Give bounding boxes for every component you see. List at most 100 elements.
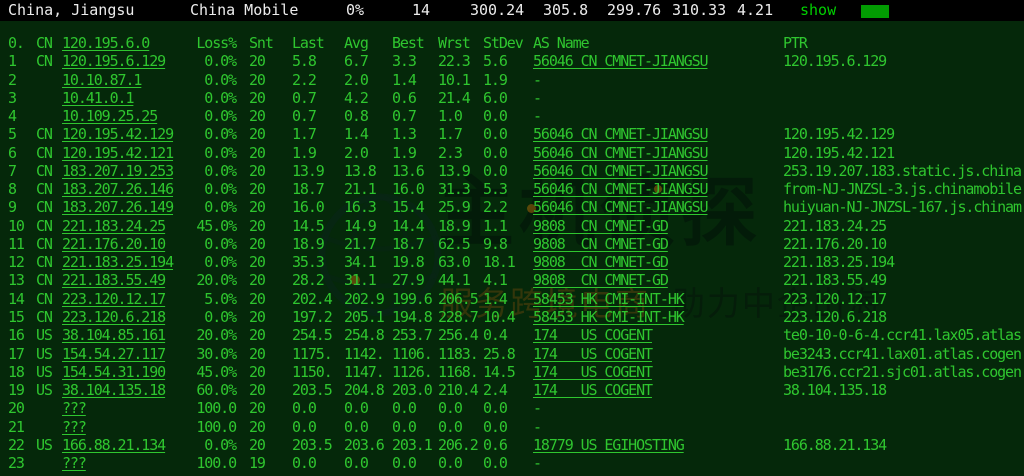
table-row: 15 CN 223.120.6.218 0.0% 20 197.2 205.1 194.8 22… <box>0 308 1024 326</box>
cell-hop: 10 <box>8 216 25 235</box>
cell-hop: 19 <box>8 381 25 400</box>
cell-wrst: 0.0 <box>438 417 463 436</box>
cell-last: 1.7 <box>292 125 317 144</box>
cell-hop: 9 <box>8 198 17 217</box>
show-link[interactable]: show <box>800 1 837 19</box>
cell-as_name: - <box>533 107 542 126</box>
table-row: 16 US 38.104.85.161 20.0% 20 254.5 254.8 253.7 2… <box>0 326 1024 344</box>
loss-percent: 0% <box>346 1 365 19</box>
cell-loss: 0.0% <box>204 435 237 454</box>
cell-loss: 0.0% <box>204 198 237 217</box>
cell-last: 0.7 <box>292 107 317 126</box>
cell-wrst: 2.3 <box>438 143 463 162</box>
cell-cc: US <box>36 326 53 345</box>
cell-loss: 60.0% <box>196 381 237 400</box>
cell-snt: 20 <box>249 216 266 235</box>
cell-as_name: 56046 CN CMNET-JIANGSU <box>533 125 709 144</box>
cell-last: 18.9 <box>292 234 325 253</box>
cell-stdev: 6.0 <box>483 88 508 107</box>
cell-snt: 20 <box>249 253 266 272</box>
cell-ip: 10.109.25.25 <box>62 107 158 126</box>
cell-avg: 14.9 <box>344 216 377 235</box>
cell-avg: 6.7 <box>344 52 369 71</box>
cell-best: 0.6 <box>392 88 417 107</box>
cell-ip: 166.88.21.134 <box>62 435 166 454</box>
stat-last: 300.24 <box>470 1 525 19</box>
cell-as_name: 56046 CN CMNET-JIANGSU <box>533 52 709 71</box>
cell-loss: Loss% <box>196 34 237 52</box>
cell-avg: 34.1 <box>344 253 377 272</box>
cell-ip: 120.195.6.0 <box>62 34 150 52</box>
cell-hop: 16 <box>8 326 25 345</box>
cell-snt: 20 <box>249 381 266 400</box>
table-row: 5 CN 120.195.42.129 0.0% 20 1.7 1.4 1.3 1.7 0.0 56… <box>0 125 1024 143</box>
cell-as_name: 58453 HK CMI-INT-HK <box>533 289 685 308</box>
cell-cc: CN <box>36 34 53 52</box>
cell-best: 194.8 <box>392 307 433 326</box>
cell-wrst: 13.9 <box>438 161 471 180</box>
cell-loss: 100.0 <box>196 399 237 418</box>
cell-snt: 20 <box>249 88 266 107</box>
cell-hop: 5 <box>8 125 17 144</box>
cell-best: 1126. <box>392 362 433 381</box>
cell-loss: 0.0% <box>204 253 237 272</box>
cell-avg: 0.0 <box>344 454 369 473</box>
table-row: 3 10.41.0.1 0.0% 20 0.7 4.2 0.6 21.4 6.0 - <box>0 89 1024 107</box>
cell-ptr: 223.120.12.17 <box>783 289 887 308</box>
cell-loss: 100.0 <box>196 417 237 436</box>
cell-loss: 0.0% <box>204 180 237 199</box>
cell-snt: 20 <box>249 399 266 418</box>
hop-table: 0. CN 120.195.6.0 Loss% Snt Last Avg Best Wrst St… <box>0 34 1024 472</box>
cell-snt: 19 <box>249 454 266 473</box>
cell-ptr: 221.176.20.10 <box>783 234 887 253</box>
cell-loss: 0.0% <box>204 70 237 89</box>
cell-last: Last <box>292 34 325 52</box>
cell-as_name: 56046 CN CMNET-JIANGSU <box>533 143 709 162</box>
cell-best: 1106. <box>392 344 433 363</box>
cell-last: 1150. <box>292 362 333 381</box>
cell-wrst: 1183. <box>438 344 479 363</box>
cell-avg: 0.0 <box>344 399 369 418</box>
cell-as_name: 56046 CN CMNET-JIANGSU <box>533 198 709 217</box>
cell-as_name: 9808 CN CMNET-GD <box>533 234 669 253</box>
cell-stdev: 2.2 <box>483 198 508 217</box>
cell-hop: 12 <box>8 253 25 272</box>
cell-hop: 15 <box>8 307 25 326</box>
cell-snt: 20 <box>249 326 266 345</box>
table-row: 9 CN 183.207.26.149 0.0% 20 16.0 16.3 15.4 25.9 2… <box>0 198 1024 216</box>
cell-snt: Snt <box>249 34 274 52</box>
cell-as_name: 174 US COGENT <box>533 381 653 400</box>
cell-best: 16.0 <box>392 180 425 199</box>
cell-hop: 3 <box>8 88 17 107</box>
cell-best: 1.4 <box>392 70 417 89</box>
cell-snt: 20 <box>249 435 266 454</box>
table-row: 8 CN 183.207.26.146 0.0% 20 18.7 21.1 16.0 31.3 5… <box>0 180 1024 198</box>
hop-count: 14 <box>412 1 431 19</box>
cell-ptr: 38.104.135.18 <box>783 381 887 400</box>
cell-stdev: 0.0 <box>483 417 508 436</box>
cell-wrst: 0.0 <box>438 399 463 418</box>
cell-hop: 21 <box>8 417 25 436</box>
cell-avg: 31.1 <box>344 271 377 290</box>
cell-ip: 154.54.27.117 <box>62 344 166 363</box>
cell-ip: 223.120.12.17 <box>62 289 166 308</box>
cell-as_name: 18779 US EGIHOSTING <box>533 435 685 454</box>
cell-cc: CN <box>36 143 53 162</box>
cell-wrst: 21.4 <box>438 88 471 107</box>
cell-best: 1.9 <box>392 143 417 162</box>
cell-loss: 0.0% <box>204 143 237 162</box>
cell-stdev: 0.0 <box>483 107 508 126</box>
cell-as_name: AS Name <box>533 34 590 52</box>
cell-ptr: 120.195.42.129 <box>783 125 895 144</box>
cell-snt: 20 <box>249 70 266 89</box>
cell-stdev: 10.4 <box>483 307 516 326</box>
table-row: 7 CN 183.207.19.253 0.0% 20 13.9 13.8 13.6 13.9 0… <box>0 162 1024 180</box>
cell-ptr: 120.195.42.121 <box>783 143 895 162</box>
cell-ip: 38.104.85.161 <box>62 326 166 345</box>
cell-snt: 20 <box>249 417 266 436</box>
cell-loss: 100.0 <box>196 454 237 473</box>
cell-hop: 17 <box>8 344 25 363</box>
cell-ip: 183.207.26.149 <box>62 198 174 217</box>
cell-snt: 20 <box>249 344 266 363</box>
cell-hop: 20 <box>8 399 25 418</box>
